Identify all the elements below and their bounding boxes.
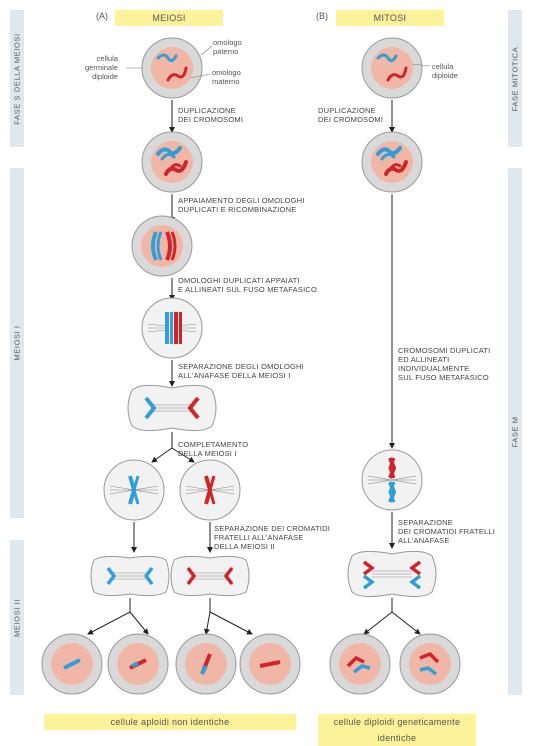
step-mitosis-aligned: CROMOSOMI DUPLICATI ED ALLINEATI INDIVID… — [398, 346, 491, 382]
meiosis-metaphase-cell — [141, 297, 203, 359]
label-germ-cell: cellula germinale diploide — [85, 54, 118, 81]
side-bar-meiosis-1: MEIOSI I — [10, 168, 24, 518]
step-meiosis-aligned: OMOLOGHI DUPLICATI APPAIATI E ALLINEATI … — [178, 276, 318, 294]
side-bar-meiosis-2: MEIOSI II — [10, 540, 24, 695]
panel-a-letter: (A) — [96, 11, 108, 21]
step-meiosis-duplication: DUPLICAZIONE DEI CROMOSOMI — [178, 106, 244, 124]
label-maternal-homolog: omologo materno — [212, 68, 241, 86]
mitosis-diploid-cell — [361, 37, 423, 99]
meiosis-daughter-cell-1 — [103, 459, 165, 521]
mitosis-metaphase-cell — [361, 449, 423, 511]
haploid-cell-4 — [239, 633, 301, 695]
panel-b-title: MITOSI — [336, 10, 444, 26]
diploid-daughter-cell-2 — [399, 633, 461, 695]
result-meiosis: cellule aploidi non identiche — [44, 714, 296, 730]
mitosis-duplicated-cell — [361, 131, 423, 193]
step-mitosis-duplication: DUPLICAZIONE DEI CROMOSOMI — [318, 106, 384, 124]
result-mitosis: cellule diploidi geneticamente identiche — [318, 714, 476, 746]
meiosis-germ-cell — [141, 37, 203, 99]
step-meiosis-completion: COMPLETAMENTO DELLA MEIOSI I — [178, 440, 249, 458]
meiosis-duplicated-cell — [141, 131, 203, 193]
meiosis-anaphase-2-cell-1 — [90, 555, 170, 597]
step-mitosis-sister-separation: SEPARAZIONE DEI CROMATIDI FRATELLI ALL'A… — [398, 518, 496, 545]
meiosis-daughter-cell-2 — [179, 459, 241, 521]
step-meiosis-sister-separation: SEPARAZIONE DEI CROMATIDI FRATELLI ALL'A… — [214, 524, 330, 551]
diploid-daughter-cell-1 — [329, 633, 391, 695]
side-bar-s-phase: FASE S DELLA MEIOSI — [10, 10, 24, 147]
step-meiosis-separation: SEPARAZIONE DEGLI OMOLOGHI ALL'ANAFASE D… — [178, 362, 304, 380]
mitosis-anaphase-cell — [347, 550, 437, 598]
meiosis-pairing-cell — [131, 215, 193, 277]
label-paternal-homolog: omologo paterno — [213, 38, 242, 56]
haploid-cell-3 — [175, 633, 237, 695]
side-bar-mitotic-phase: FASE MITOTICA — [508, 10, 522, 147]
haploid-cell-2 — [107, 633, 169, 695]
meiosis-anaphase-2-cell-2 — [170, 555, 250, 597]
side-bar-m-phase: FASE M — [508, 168, 522, 695]
haploid-cell-1 — [41, 633, 103, 695]
panel-b-letter: (B) — [316, 11, 328, 21]
label-diploid-cell: cellula diploide — [432, 62, 458, 80]
step-meiosis-pairing: APPAIAMENTO DEGLI OMOLOGHI DUPLICATI E R… — [178, 196, 305, 214]
meiosis-anaphase-1-cell — [127, 384, 217, 432]
panel-a-title: MEIOSI — [115, 10, 223, 26]
